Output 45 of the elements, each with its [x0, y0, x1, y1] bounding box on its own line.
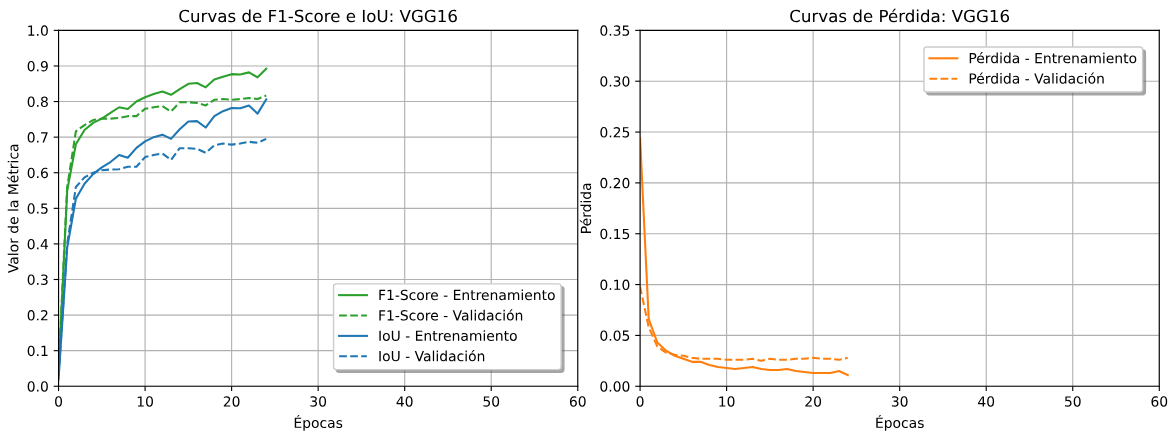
y-tick-label: 0.6: [27, 167, 48, 179]
y-tick-label: 0.00: [600, 381, 630, 392]
y-tick-label: 0.9: [27, 60, 48, 72]
y-tick-label: 0.5: [27, 203, 48, 214]
chart-title: Curvas de F1-Score e IoU: VGG16: [179, 9, 457, 23]
y-tick-label: 0.3: [27, 274, 48, 285]
y-tick-label: 0.35: [600, 25, 630, 36]
x-tick-label: 10: [137, 396, 153, 407]
legend-label: Pérdida - Entrenamiento: [969, 52, 1137, 64]
x-tick-label: 50: [483, 396, 500, 407]
y-tick-label: 0.8: [27, 96, 48, 108]
x-tick-label: 40: [396, 396, 413, 407]
y-tick-label: 0.2: [27, 310, 48, 321]
y-tick-label: 0.15: [600, 228, 630, 240]
y-axis-title: Pérdida: [579, 183, 592, 233]
y-tick-label: 0.10: [600, 279, 630, 291]
x-tick-label: 30: [310, 396, 327, 407]
y-tick-label: 0.25: [600, 127, 630, 138]
y-tick-label: 0.05: [600, 330, 630, 341]
legend-label: Pérdida - Validación: [969, 72, 1104, 84]
y-axis-title: Valor de la Métrica: [7, 144, 19, 274]
y-tick-label: 0.20: [600, 177, 630, 189]
legend-label: F1-Score - Entrenamiento: [379, 289, 555, 301]
x-tick-label: 60: [569, 396, 586, 407]
chart-title: Curvas de Pérdida: VGG16: [790, 8, 1010, 23]
y-tick-label: 0.4: [27, 238, 49, 250]
x-tick-label: 20: [805, 396, 822, 407]
y-tick-label: 0.30: [600, 76, 630, 87]
x-tick-label: 40: [978, 396, 995, 407]
legend-label: IoU - Validación: [379, 350, 485, 362]
x-axis-title: Épocas: [876, 414, 924, 431]
y-tick-label: 1.0: [28, 25, 48, 36]
x-tick-label: 0: [636, 396, 644, 407]
y-tick-label: 0.7: [27, 132, 48, 143]
x-tick-label: 50: [1064, 396, 1081, 407]
legend-label: F1-Score - Validación: [379, 309, 523, 321]
y-tick-label: 0.0: [27, 381, 48, 392]
x-tick-label: 60: [1151, 396, 1168, 407]
x-tick-label: 30: [891, 396, 908, 407]
x-axis-title: Épocas: [294, 414, 343, 431]
y-tick-label: 0.1: [27, 345, 48, 357]
legend-label: IoU - Entrenamiento: [379, 330, 517, 341]
x-tick-label: 20: [223, 396, 240, 407]
x-tick-label: 10: [719, 396, 735, 407]
x-tick-label: 0: [55, 396, 63, 407]
